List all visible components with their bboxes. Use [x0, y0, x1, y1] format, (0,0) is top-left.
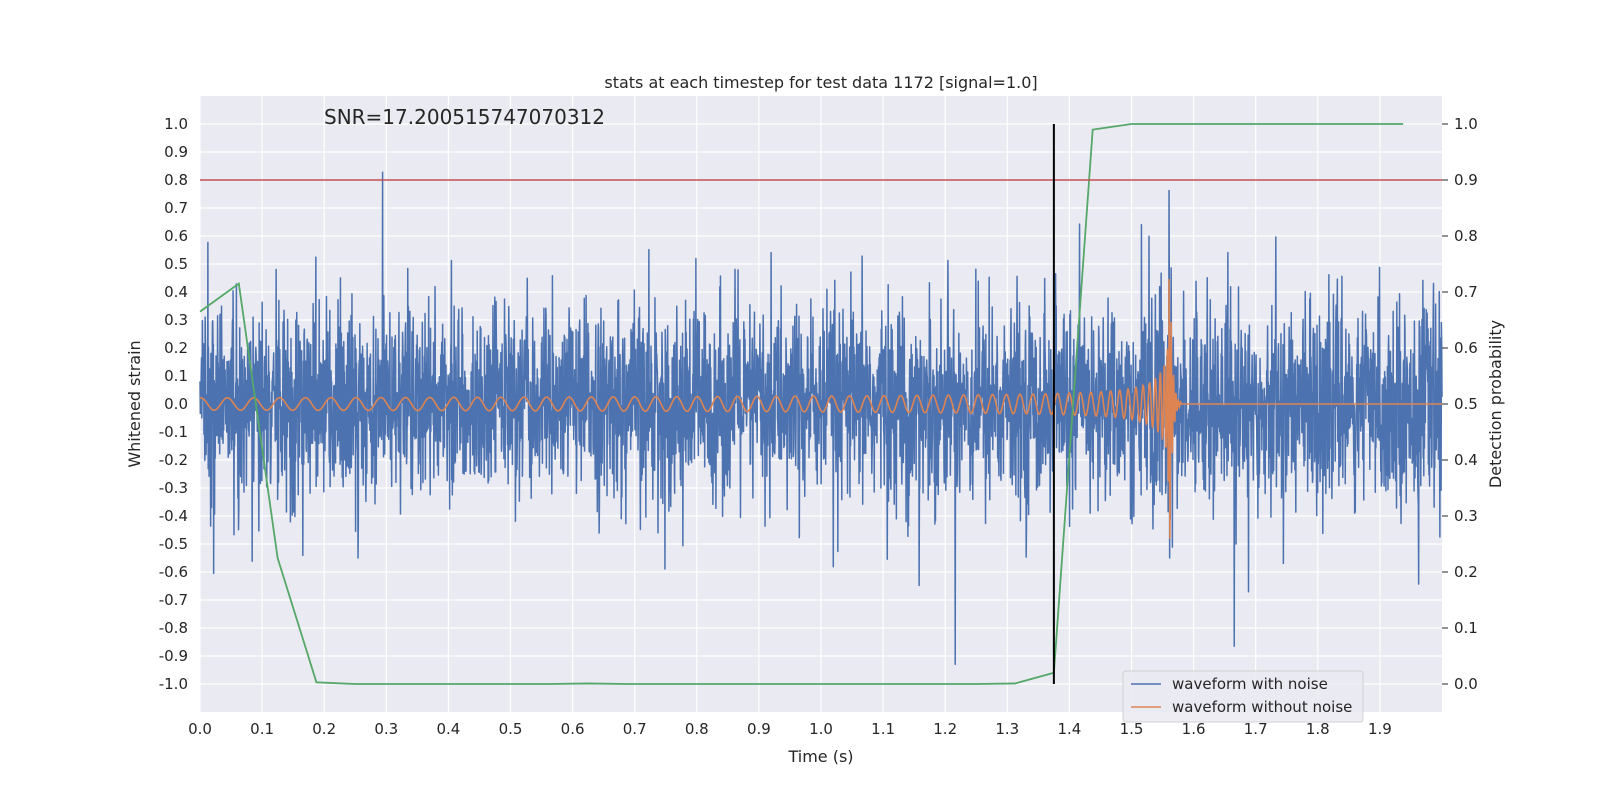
y-tick-label-right: 0.9: [1454, 171, 1478, 189]
y-tick-label-right: 1.0: [1454, 115, 1478, 133]
y-tick-label-left: 0.0: [164, 395, 188, 413]
y-tick-label-right: 0.2: [1454, 563, 1478, 581]
y-tick-label-left: -0.7: [159, 591, 188, 609]
y-tick-label-right: 0.5: [1454, 395, 1478, 413]
y-tick-label-left: -0.4: [159, 507, 188, 525]
legend: waveform with noise waveform without noi…: [1122, 670, 1364, 723]
y-tick-label-left: 0.6: [164, 227, 188, 245]
x-tick-label: 1.3: [995, 720, 1019, 738]
x-tick-label: 1.8: [1306, 720, 1330, 738]
y-axis-label-left: Whitened strain: [125, 340, 144, 467]
series-detection-probability: [199, 123, 1404, 685]
x-tick-label: 1.7: [1244, 720, 1268, 738]
y-tick-label-left: -0.9: [159, 647, 188, 665]
x-tick-label: 0.3: [374, 720, 398, 738]
x-tick-label: 1.4: [1057, 720, 1081, 738]
x-tick-label: 0.6: [561, 720, 585, 738]
y-tick-label-left: -1.0: [159, 675, 188, 693]
y-tick-label-left: 0.3: [164, 311, 188, 329]
y-tick-label-right: 0.0: [1454, 675, 1478, 693]
y-tick-label-left: 0.1: [164, 367, 188, 385]
y-tick-label-right: 0.3: [1454, 507, 1478, 525]
x-axis-label: Time (s): [787, 747, 853, 766]
legend-box: [1122, 670, 1364, 723]
y-tick-label-left: 0.8: [164, 171, 188, 189]
series-layer: [199, 123, 1443, 685]
x-tick-label: 1.2: [933, 720, 957, 738]
x-tick-label: 0.7: [623, 720, 647, 738]
y-tick-label-left: 0.5: [164, 255, 188, 273]
x-tick-label: 0.5: [499, 720, 523, 738]
y-tick-label-left: -0.6: [159, 563, 188, 581]
x-tick-label: 1.9: [1368, 720, 1392, 738]
x-tick-label: 1.6: [1182, 720, 1206, 738]
x-tick-label: 0.1: [250, 720, 274, 738]
y-tick-label-right: 0.8: [1454, 227, 1478, 245]
y-tick-label-right: 0.6: [1454, 339, 1478, 357]
x-tick-label: 0.4: [436, 720, 460, 738]
y-tick-label-right: 0.1: [1454, 619, 1478, 637]
x-tick-label: 1.5: [1120, 720, 1144, 738]
chart-title: stats at each timestep for test data 117…: [604, 73, 1037, 92]
y-tick-label-left: -0.2: [159, 451, 188, 469]
y-tick-label-left: 0.4: [164, 283, 188, 301]
y-axis-label-right: Detection probability: [1486, 320, 1505, 488]
y-tick-label-left: -0.8: [159, 619, 188, 637]
snr-annotation: SNR=17.200515747070312: [324, 105, 605, 129]
y-tick-label-left: -0.3: [159, 479, 188, 497]
series-waveform-with-noise: [199, 171, 1443, 666]
x-tick-label: 0.2: [312, 720, 336, 738]
y-tick-label-left: -0.5: [159, 535, 188, 553]
y-tick-label-right: 0.4: [1454, 451, 1478, 469]
x-tick-label: 1.0: [809, 720, 833, 738]
legend-label-noise: waveform with noise: [1172, 675, 1328, 693]
y-tick-label-left: 0.2: [164, 339, 188, 357]
legend-label-clean: waveform without noise: [1172, 698, 1352, 716]
y-tick-label-right: 0.7: [1454, 283, 1478, 301]
y-tick-label-left: -0.1: [159, 423, 188, 441]
y-tick-label-left: 0.7: [164, 199, 188, 217]
y-tick-label-left: 0.9: [164, 143, 188, 161]
x-tick-label: 1.1: [871, 720, 895, 738]
series-waveform-without-noise: [199, 279, 1442, 539]
x-tick-label: 0.0: [188, 720, 212, 738]
x-tick-label: 0.8: [685, 720, 709, 738]
ticks: 0.0 0.1 0.2 0.3 0.4 0.5 0.6 0.7 0.8 0.9 1.0 1.1 1.2 1…: [159, 115, 1478, 738]
y-tick-label-left: 1.0: [164, 115, 188, 133]
x-tick-label: 0.9: [747, 720, 771, 738]
